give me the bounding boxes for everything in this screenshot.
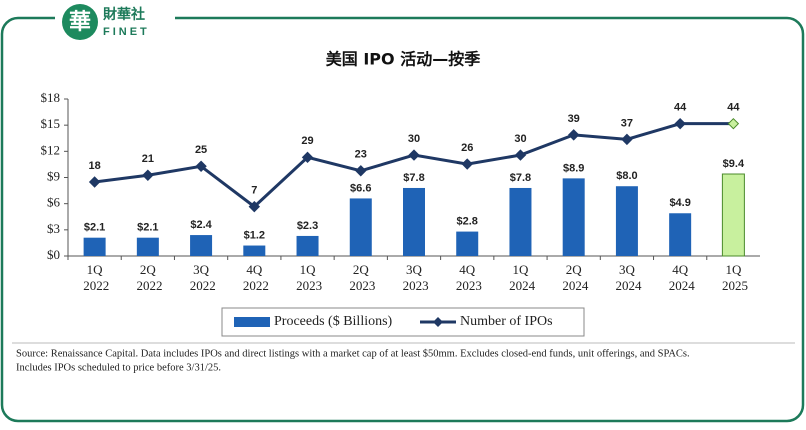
line-marker <box>727 117 740 130</box>
line-label: 25 <box>195 144 207 156</box>
frame <box>0 16 805 423</box>
legend-swatch <box>234 317 270 327</box>
source-note: Includes IPOs scheduled to price before … <box>16 362 221 373</box>
line-label: 37 <box>621 117 633 129</box>
bar-label: $2.8 <box>457 215 478 227</box>
x-tick-label: 3Q 2024 <box>612 262 642 293</box>
y-tick-label: $9 <box>47 168 60 183</box>
line-marker <box>88 176 101 188</box>
line-label: 29 <box>301 135 313 147</box>
legend-label: Number of IPOs <box>460 314 553 329</box>
line-label: 30 <box>514 133 526 145</box>
bar <box>456 231 479 256</box>
line-marker <box>408 149 420 161</box>
legend-label: Proceeds ($ Billions) <box>274 314 393 329</box>
x-tick-label: 2Q 2022 <box>133 262 162 293</box>
bar <box>509 187 532 256</box>
line-marker <box>514 149 527 161</box>
x-tick-label: 3Q 2022 <box>186 262 215 293</box>
bar <box>562 178 585 256</box>
bar-label: $9.4 <box>723 158 745 170</box>
bar <box>349 198 372 256</box>
bar <box>296 235 319 256</box>
line-marker <box>301 151 314 164</box>
x-tick-label: 4Q 2024 <box>666 262 696 293</box>
x-tick-label: 1Q 2024 <box>506 262 536 293</box>
legend <box>221 307 585 337</box>
line-marker <box>248 200 261 213</box>
y-tick-label: $15 <box>41 116 61 131</box>
bar-label: $7.8 <box>403 172 424 184</box>
bar-label: $7.8 <box>510 172 531 184</box>
bar-label: $6.6 <box>350 182 371 194</box>
bar-label: $2.1 <box>137 222 158 234</box>
bar <box>83 237 106 256</box>
y-tick-label: $18 <box>41 90 61 105</box>
y-tick-label: $12 <box>41 142 61 157</box>
x-tick-label: 3Q 2023 <box>399 262 428 293</box>
bar-label: $2.3 <box>297 220 318 232</box>
x-tick-label: 4Q 2022 <box>240 262 269 293</box>
line-label: 44 <box>727 102 740 114</box>
bar-label: $1.2 <box>244 229 265 241</box>
bar <box>243 245 266 256</box>
x-tick-label: 1Q 2022 <box>80 262 109 293</box>
chart-title: 美国 IPO 活动—按季 <box>326 50 481 69</box>
line-marker <box>355 165 367 177</box>
line-marker <box>461 158 473 170</box>
bar <box>136 237 159 256</box>
bar <box>190 235 213 256</box>
bar <box>403 187 425 256</box>
bar <box>615 186 638 256</box>
line-marker <box>195 160 207 172</box>
y-tick-label: $6 <box>47 195 61 210</box>
bar <box>669 213 692 256</box>
brand-en: FINET <box>103 26 150 38</box>
line-marker <box>142 169 154 181</box>
line-marker <box>567 129 580 141</box>
logo-circle <box>62 4 98 40</box>
line-label: 30 <box>408 133 420 145</box>
y-tick-label: $0 <box>47 247 60 262</box>
bar-label: $2.4 <box>190 219 212 231</box>
line-marker <box>621 133 633 146</box>
line-label: 23 <box>355 149 367 161</box>
x-tick-label: 4Q 2023 <box>453 262 482 293</box>
source-note: Source: Renaissance Capital. Data includ… <box>16 348 690 359</box>
line-label: 7 <box>251 185 257 197</box>
line-label: 44 <box>674 102 687 114</box>
x-tick-label: 1Q 2023 <box>293 262 322 293</box>
bar-label: $2.1 <box>84 222 105 234</box>
logo-mark: 華 <box>69 10 91 35</box>
line-marker <box>674 117 686 130</box>
line-label: 18 <box>88 160 100 172</box>
bar-label: $8.0 <box>616 170 637 182</box>
line-label: 26 <box>461 142 473 154</box>
bar-label: $8.9 <box>563 162 584 174</box>
x-tick-label: 2Q 2024 <box>559 262 589 293</box>
x-tick-label: 1Q 2025 <box>719 262 748 293</box>
legend-marker <box>433 317 443 327</box>
line-label: 21 <box>142 153 154 165</box>
brand-cn: 財華社 <box>102 6 145 23</box>
bar-label: $4.9 <box>669 197 690 209</box>
bar <box>721 173 745 257</box>
x-tick-label: 2Q 2023 <box>346 262 375 293</box>
line-label: 39 <box>568 113 580 125</box>
y-tick-label: $3 <box>47 221 60 236</box>
